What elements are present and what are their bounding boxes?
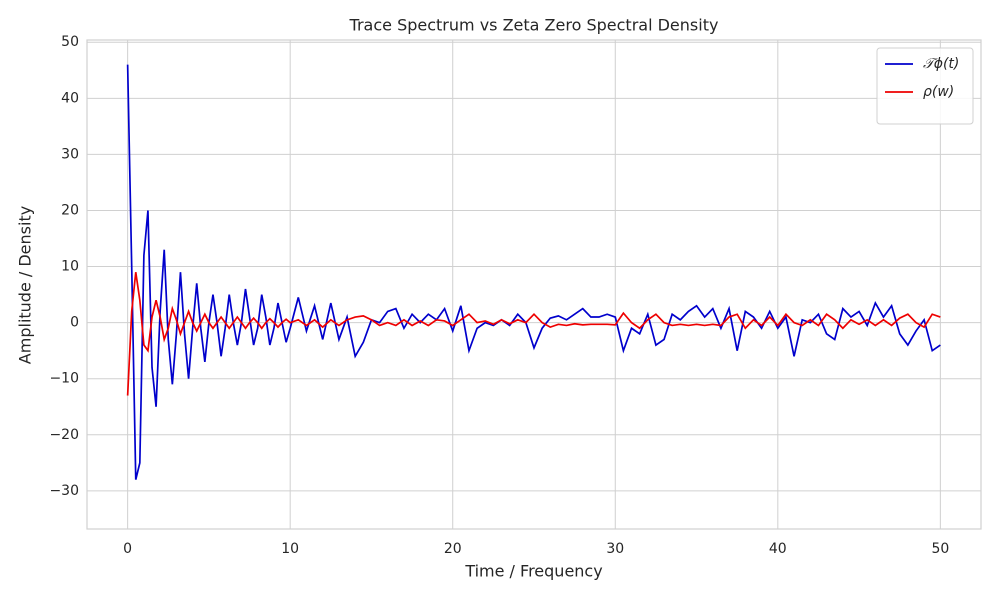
y-tick-label: −20 [49, 427, 79, 443]
y-tick-label: 30 [61, 146, 79, 162]
legend-label: 𝒯ϕ(t) [923, 56, 959, 72]
y-tick-label: 40 [61, 90, 79, 106]
y-tick-label: −10 [49, 371, 79, 387]
x-tick-label: 50 [931, 541, 949, 557]
y-tick-label: 10 [61, 259, 79, 275]
y-tick-label: 50 [61, 34, 79, 50]
y-axis-label: Amplitude / Density [16, 206, 35, 364]
x-tick-label: 20 [444, 541, 462, 557]
x-axis-label: Time / Frequency [464, 562, 602, 581]
legend-box [876, 47, 974, 125]
plot-frame [86, 39, 982, 530]
x-tick-label: 40 [769, 541, 787, 557]
chart-title: Trace Spectrum vs Zeta Zero Spectral Den… [349, 16, 719, 35]
y-tick-label: −30 [49, 483, 79, 499]
y-tick-label: 20 [61, 202, 79, 218]
x-tick-label: 0 [123, 541, 132, 557]
x-tick-label: 30 [606, 541, 624, 557]
y-tick-label: 0 [70, 315, 79, 331]
legend-label: ρ(w) [923, 84, 954, 100]
line-series [126, 272, 941, 396]
x-tick-label: 10 [281, 541, 299, 557]
